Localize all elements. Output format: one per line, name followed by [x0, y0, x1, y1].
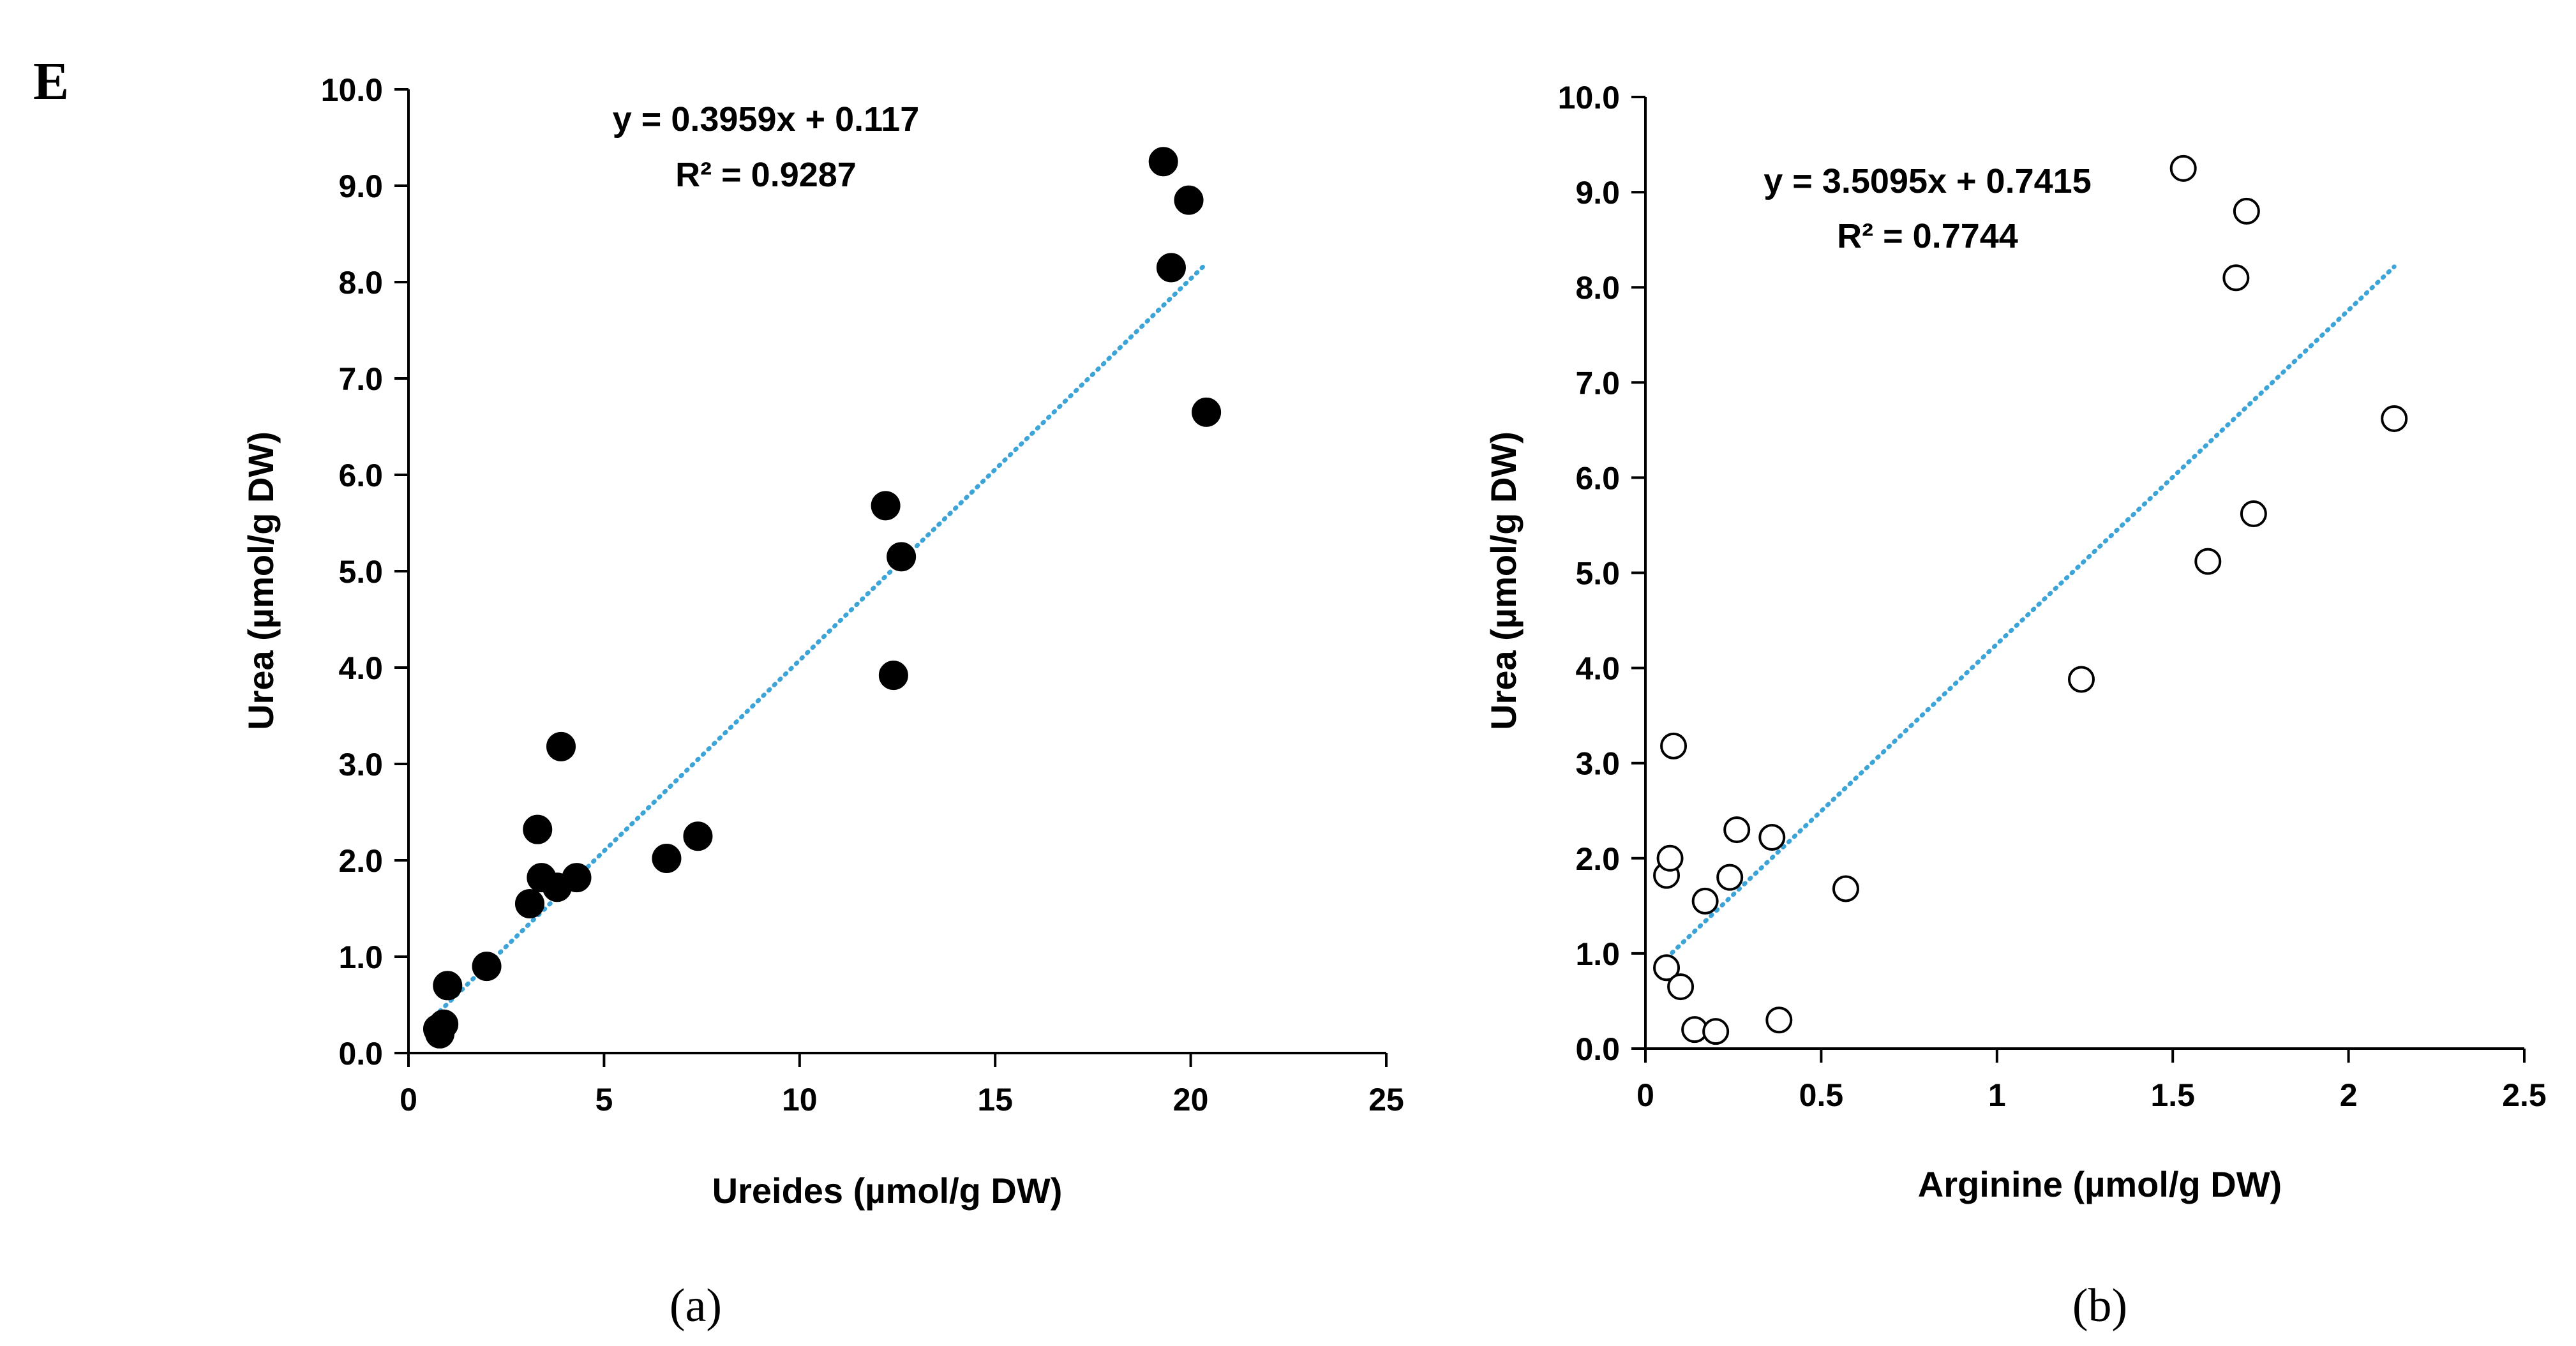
- data-point: [429, 1009, 459, 1039]
- y-tick-label: 5.0: [1575, 556, 1620, 592]
- x-tick-label: 0: [1636, 1077, 1654, 1113]
- data-point: [523, 814, 553, 844]
- panel-b-label: (b): [2072, 1280, 2127, 1332]
- data-point: [2222, 264, 2250, 292]
- scatter-panel-a: 0 5 10 15 20 25 0.0 1.0 2.0 3.0 4.0 5.0 6.0 7.0 8.0 9.0…: [241, 72, 1404, 1332]
- y-tick-label: 4.0: [1575, 651, 1620, 687]
- y-tick-label: 10.0: [321, 72, 383, 108]
- y-tick-label: 9.0: [338, 168, 383, 204]
- panel-a-equation: y = 0.3959x + 0.117: [613, 100, 919, 138]
- data-point: [1656, 844, 1684, 872]
- x-tick-label: 15: [977, 1082, 1013, 1118]
- y-tick-label: 2.0: [1575, 841, 1620, 877]
- x-tick-label: 0.5: [1799, 1077, 1844, 1113]
- y-tick-label: 6.0: [1575, 460, 1620, 496]
- x-tick-label: 2.5: [2502, 1077, 2547, 1113]
- y-tick-label: 6.0: [338, 458, 383, 493]
- y-tick-label: 7.0: [1575, 365, 1620, 401]
- data-point: [1691, 887, 1719, 915]
- panel-b-y-axis-title: Urea (µmol/g DW): [1483, 431, 1524, 730]
- data-point: [433, 971, 463, 1001]
- y-tick-label: 3.0: [1575, 746, 1620, 782]
- data-point: [1667, 973, 1695, 1001]
- data-point: [652, 843, 682, 873]
- data-point: [2067, 666, 2095, 693]
- panel-a-label: (a): [670, 1280, 722, 1332]
- panel-a-x-axis-title: Ureides (µmol/g DW): [712, 1170, 1063, 1211]
- panel-b-ticks: 0 0.5 1 1.5 2 2.5 0.0 1.0 2.0 3.0 4.0 5.0 6.0 7.0 8.0 9…: [1558, 80, 2547, 1113]
- y-tick-label: 8.0: [1575, 270, 1620, 306]
- data-point: [683, 821, 713, 851]
- data-point: [1758, 823, 1786, 851]
- x-tick-label: 10: [782, 1082, 818, 1118]
- figure-letter: E: [33, 52, 69, 111]
- y-tick-label: 8.0: [338, 265, 383, 301]
- data-point: [1174, 185, 1204, 215]
- scatter-panel-b: 0 0.5 1 1.5 2 2.5 0.0 1.0 2.0 3.0 4.0 5.0 6.0 7.0 8.0 9…: [1483, 80, 2547, 1332]
- data-point: [2169, 154, 2197, 182]
- data-point: [2381, 405, 2408, 432]
- y-tick-label: 1.0: [1575, 936, 1620, 972]
- y-tick-label: 3.0: [338, 747, 383, 782]
- data-point: [1148, 147, 1178, 177]
- data-point: [1156, 253, 1186, 283]
- panel-b-x-axis-title: Arginine (µmol/g DW): [1918, 1164, 2282, 1204]
- panel-b-trendline: [1664, 264, 2397, 961]
- y-tick-label: 7.0: [338, 361, 383, 397]
- panel-a-ticks: 0 5 10 15 20 25 0.0 1.0 2.0 3.0 4.0 5.0 6.0 7.0 8.0 9.0…: [321, 72, 1404, 1118]
- data-point: [2233, 197, 2260, 225]
- x-tick-label: 1.5: [2150, 1077, 2195, 1113]
- data-point: [2194, 548, 2222, 575]
- data-point: [871, 491, 901, 521]
- y-tick-label: 0.0: [338, 1036, 383, 1072]
- x-tick-label: 5: [595, 1082, 613, 1118]
- y-tick-label: 1.0: [338, 939, 383, 975]
- y-tick-label: 0.0: [1575, 1031, 1620, 1067]
- y-tick-label: 2.0: [338, 843, 383, 879]
- x-tick-label: 25: [1368, 1082, 1404, 1118]
- data-point: [472, 952, 502, 982]
- panel-b-r-squared: R² = 0.7744: [1837, 217, 2018, 255]
- y-tick-label: 5.0: [338, 554, 383, 590]
- data-point: [1192, 397, 1222, 427]
- data-point: [887, 542, 917, 572]
- panel-a-r-squared: R² = 0.9287: [675, 156, 857, 194]
- panel-b-points: [1653, 154, 2408, 1045]
- panel-a-y-axis-title: Urea (µmol/g DW): [241, 431, 281, 730]
- x-tick-label: 20: [1173, 1082, 1209, 1118]
- data-point: [514, 888, 544, 918]
- panel-a-points: [423, 147, 1222, 1049]
- data-point: [546, 731, 576, 761]
- x-tick-label: 1: [1988, 1077, 2006, 1113]
- x-tick-label: 2: [2340, 1077, 2358, 1113]
- y-tick-label: 9.0: [1575, 175, 1620, 211]
- data-point: [562, 863, 592, 893]
- data-point: [2240, 500, 2267, 528]
- panel-b-equation: y = 3.5095x + 0.7415: [1764, 162, 2091, 200]
- data-point: [1832, 875, 1859, 902]
- data-point: [1702, 1018, 1730, 1045]
- y-tick-label: 10.0: [1558, 80, 1620, 116]
- data-point: [1723, 816, 1751, 844]
- y-tick-label: 4.0: [338, 650, 383, 686]
- data-point: [1716, 864, 1744, 891]
- data-point: [1765, 1006, 1793, 1034]
- x-tick-label: 0: [400, 1082, 417, 1118]
- data-point: [1653, 954, 1681, 982]
- data-point: [1660, 732, 1688, 759]
- data-point: [878, 661, 908, 691]
